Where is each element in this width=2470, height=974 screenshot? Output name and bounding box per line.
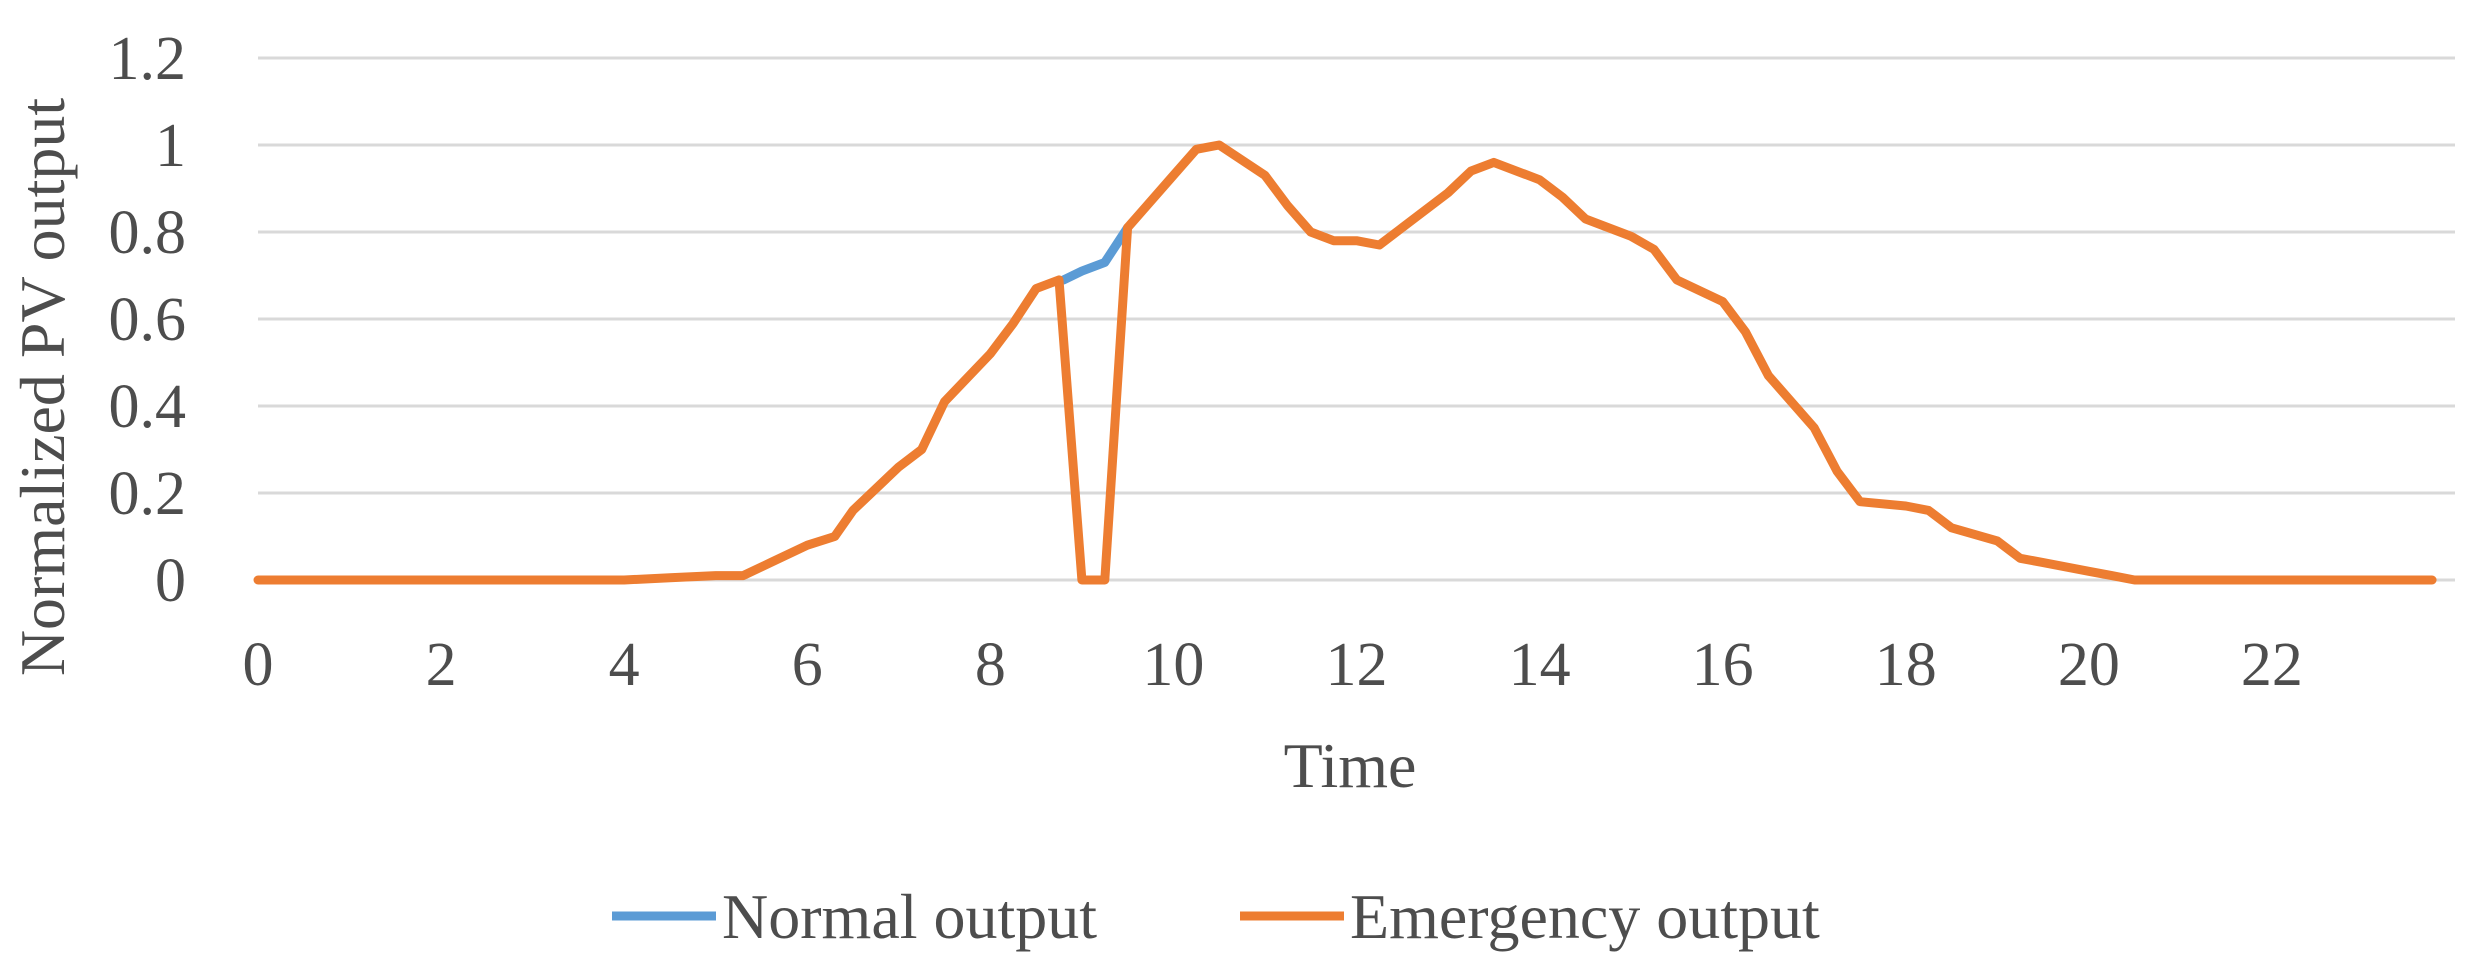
y-tick-label: 0 <box>155 547 186 615</box>
x-axis-title: Time <box>1284 730 1417 801</box>
y-tick-label: 0.6 <box>109 286 187 354</box>
x-tick-label: 10 <box>1142 631 1204 699</box>
y-axis-title: Normalized PV output <box>7 98 78 677</box>
x-tick-label: 2 <box>426 631 457 699</box>
y-axis-ticks: 0 0.2 0.4 0.6 0.8 1 1.2 <box>109 25 187 615</box>
series-line-normal <box>1059 223 1133 285</box>
x-tick-label: 22 <box>2241 631 2303 699</box>
y-tick-label: 0.8 <box>109 199 187 267</box>
legend: Normal output Emergency output <box>612 881 1820 952</box>
x-tick-label: 12 <box>1326 631 1388 699</box>
series-lines <box>253 140 2437 585</box>
x-tick-label: 18 <box>1875 631 1937 699</box>
y-tick-label: 1 <box>155 112 186 180</box>
series-line-emergency <box>253 140 2437 585</box>
legend-label-emergency: Emergency output <box>1350 881 1820 952</box>
x-tick-label: 0 <box>243 631 274 699</box>
x-tick-label: 20 <box>2058 631 2120 699</box>
gridlines <box>258 56 2455 582</box>
y-tick-label: 1.2 <box>109 25 187 93</box>
x-tick-label: 16 <box>1692 631 1754 699</box>
x-tick-label: 14 <box>1509 631 1571 699</box>
x-axis-ticks: 0 2 4 6 8 10 12 14 16 18 20 22 <box>243 631 2303 699</box>
legend-label-normal: Normal output <box>722 881 1097 952</box>
x-tick-label: 4 <box>609 631 640 699</box>
x-tick-label: 8 <box>975 631 1006 699</box>
x-tick-label: 6 <box>792 631 823 699</box>
y-tick-label: 0.4 <box>109 373 187 441</box>
y-tick-label: 0.2 <box>109 460 187 528</box>
